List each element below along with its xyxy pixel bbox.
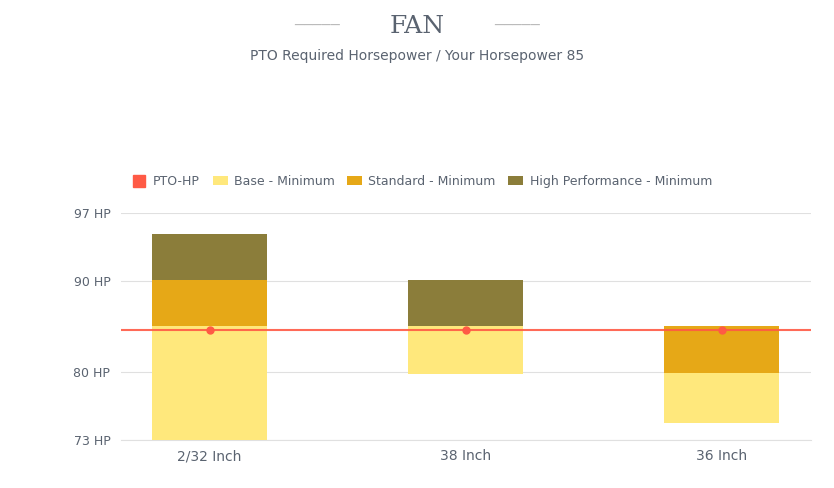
Text: PTO Required Horsepower / Your Horsepower 85: PTO Required Horsepower / Your Horsepowe… xyxy=(250,49,584,63)
Bar xyxy=(664,326,779,423)
Text: ─────: ───── xyxy=(495,18,540,33)
Bar xyxy=(152,326,267,440)
Bar xyxy=(664,326,779,373)
Text: ─────: ───── xyxy=(294,18,339,33)
Legend: PTO-HP, Base - Minimum, Standard - Minimum, High Performance - Minimum: PTO-HP, Base - Minimum, Standard - Minim… xyxy=(127,170,717,193)
Bar xyxy=(152,234,267,280)
Bar xyxy=(408,326,523,374)
Text: FAN: FAN xyxy=(389,15,445,38)
Bar xyxy=(152,280,267,326)
Bar xyxy=(408,280,523,326)
